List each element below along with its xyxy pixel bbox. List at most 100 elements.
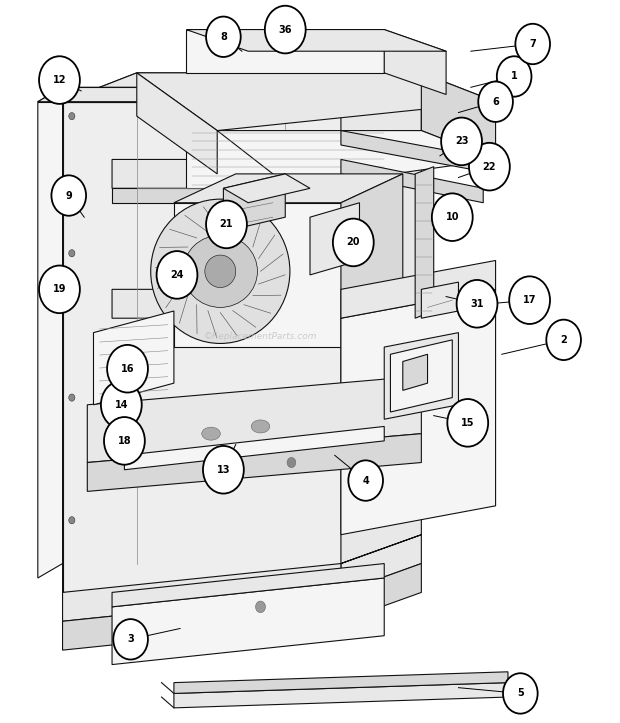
Circle shape <box>101 381 142 429</box>
Polygon shape <box>112 289 422 318</box>
Text: 8: 8 <box>220 32 227 42</box>
Polygon shape <box>223 174 310 202</box>
Text: 18: 18 <box>118 436 131 446</box>
Circle shape <box>265 6 306 54</box>
Circle shape <box>478 82 513 122</box>
Polygon shape <box>112 160 422 188</box>
Circle shape <box>69 113 75 120</box>
Polygon shape <box>112 578 384 664</box>
Circle shape <box>157 251 197 299</box>
Polygon shape <box>38 87 341 102</box>
Text: 1: 1 <box>511 72 518 82</box>
Ellipse shape <box>251 420 270 433</box>
Text: 15: 15 <box>461 418 474 428</box>
Text: 23: 23 <box>455 137 468 147</box>
Circle shape <box>469 143 510 190</box>
Circle shape <box>206 200 247 248</box>
Circle shape <box>432 193 472 241</box>
Text: 2: 2 <box>560 335 567 345</box>
Circle shape <box>69 394 75 401</box>
Text: 16: 16 <box>121 364 135 374</box>
Text: 19: 19 <box>53 284 66 294</box>
Circle shape <box>39 56 80 104</box>
Polygon shape <box>125 427 384 470</box>
Polygon shape <box>223 174 285 231</box>
Text: 14: 14 <box>115 400 128 410</box>
Polygon shape <box>341 174 403 347</box>
Polygon shape <box>174 202 341 347</box>
Text: 9: 9 <box>65 191 72 200</box>
Text: 13: 13 <box>216 465 230 475</box>
Text: 17: 17 <box>523 295 536 305</box>
Text: 4: 4 <box>362 476 369 486</box>
Text: 10: 10 <box>446 212 459 222</box>
Polygon shape <box>384 333 458 419</box>
Ellipse shape <box>183 235 257 307</box>
Polygon shape <box>87 434 422 492</box>
Polygon shape <box>174 174 403 202</box>
Polygon shape <box>112 188 341 202</box>
Polygon shape <box>137 73 495 131</box>
Circle shape <box>107 345 148 393</box>
Polygon shape <box>63 535 422 621</box>
Circle shape <box>348 461 383 501</box>
Polygon shape <box>403 354 428 390</box>
Polygon shape <box>422 73 495 160</box>
Circle shape <box>287 458 296 468</box>
Polygon shape <box>415 167 434 318</box>
Text: 24: 24 <box>170 270 184 280</box>
Circle shape <box>333 218 374 266</box>
Circle shape <box>203 446 244 494</box>
Polygon shape <box>137 73 217 174</box>
Circle shape <box>206 17 241 57</box>
Polygon shape <box>384 30 446 95</box>
Ellipse shape <box>205 255 236 288</box>
Circle shape <box>255 601 265 612</box>
Polygon shape <box>186 131 391 188</box>
Circle shape <box>448 399 488 447</box>
Text: 22: 22 <box>482 162 496 171</box>
Circle shape <box>503 673 538 714</box>
Text: ©ReplacementParts.com: ©ReplacementParts.com <box>204 332 317 341</box>
Circle shape <box>509 276 550 324</box>
Circle shape <box>51 175 86 215</box>
Polygon shape <box>217 131 495 188</box>
Polygon shape <box>341 260 495 318</box>
Polygon shape <box>186 30 384 73</box>
Polygon shape <box>38 87 63 578</box>
Polygon shape <box>391 340 452 412</box>
Circle shape <box>441 118 482 166</box>
Polygon shape <box>341 73 422 592</box>
Polygon shape <box>94 311 174 405</box>
Polygon shape <box>63 73 137 592</box>
Text: 31: 31 <box>471 299 484 309</box>
Polygon shape <box>63 563 422 650</box>
Polygon shape <box>310 202 360 275</box>
Polygon shape <box>174 683 508 708</box>
Circle shape <box>515 24 550 64</box>
Ellipse shape <box>151 199 290 343</box>
Circle shape <box>497 56 531 97</box>
Text: 20: 20 <box>347 237 360 247</box>
Text: 36: 36 <box>278 25 292 35</box>
Text: 6: 6 <box>492 97 499 107</box>
Text: 7: 7 <box>529 39 536 49</box>
Circle shape <box>104 417 145 465</box>
Polygon shape <box>341 289 495 535</box>
Polygon shape <box>112 563 384 607</box>
Text: 5: 5 <box>517 688 524 698</box>
Polygon shape <box>63 102 341 592</box>
Ellipse shape <box>202 427 220 440</box>
Polygon shape <box>87 376 422 463</box>
Polygon shape <box>422 282 458 318</box>
Text: 3: 3 <box>127 634 134 644</box>
Text: 12: 12 <box>53 75 66 85</box>
Polygon shape <box>186 30 446 51</box>
Polygon shape <box>63 73 422 102</box>
Circle shape <box>456 280 497 328</box>
Circle shape <box>39 265 80 313</box>
Text: 21: 21 <box>219 219 233 229</box>
Polygon shape <box>341 160 483 202</box>
Circle shape <box>546 320 581 360</box>
Polygon shape <box>174 672 508 693</box>
